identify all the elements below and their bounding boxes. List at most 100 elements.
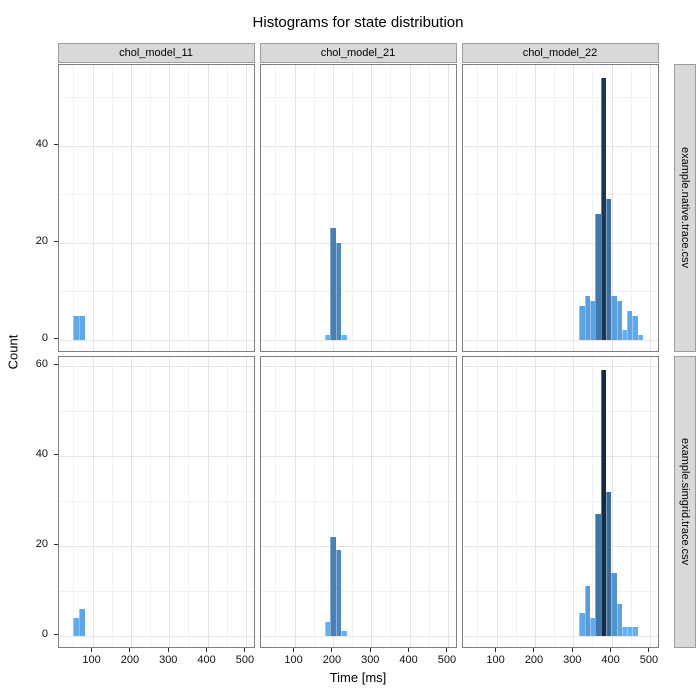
gridline-x-minor — [477, 357, 479, 647]
x-axis-tick — [369, 648, 371, 652]
y-axis-tick — [53, 454, 58, 456]
gridline-y-minor — [462, 194, 658, 196]
x-axis-tick-label: 100 — [82, 654, 101, 666]
x-axis-tick — [331, 648, 333, 652]
histogram-bar — [627, 310, 633, 340]
gridline-y-major — [260, 242, 456, 244]
histogram-bar — [590, 301, 596, 340]
gridline-x-minor — [188, 65, 190, 351]
histogram-bar — [78, 315, 85, 340]
histogram-bar — [637, 335, 644, 340]
histogram-bar — [590, 617, 596, 636]
row-facet-strip: example.simgrid.trace.csv — [674, 356, 696, 648]
gridline-x-minor — [226, 65, 228, 351]
gridline-y-minor — [260, 500, 456, 502]
gridline-x-major — [611, 65, 613, 351]
x-axis-tick-label: 400 — [399, 654, 418, 666]
gridline-x-major — [130, 357, 132, 647]
gridline-y-major — [260, 339, 456, 341]
gridline-x-minor — [477, 65, 479, 351]
gridline-x-minor — [188, 357, 190, 647]
col-facet-label: chol_model_22 — [522, 47, 598, 59]
gridline-x-major — [332, 65, 334, 351]
x-axis-tick-label: 500 — [437, 654, 457, 666]
y-axis-tick — [53, 634, 58, 636]
x-axis-tick-label: 300 — [563, 654, 582, 666]
histogram-bar — [584, 586, 590, 636]
histogram-bar — [595, 514, 601, 636]
x-axis-tick-label: 200 — [322, 654, 342, 666]
x-axis-tick — [244, 648, 246, 652]
y-axis-tick-label: 40 — [35, 138, 48, 151]
y-axis-tick — [53, 338, 58, 340]
x-axis-tick-label: 200 — [524, 654, 544, 666]
gridline-x-minor — [515, 65, 517, 351]
y-axis-tick — [53, 144, 58, 146]
histogram-bar — [335, 242, 342, 340]
gridline-y-minor — [58, 291, 254, 293]
gridline-x-major — [92, 65, 94, 351]
y-axis-tick-label: 0 — [41, 628, 48, 641]
gridline-x-major — [294, 357, 296, 647]
gridline-y-major — [462, 455, 658, 457]
gridline-x-minor — [592, 65, 594, 351]
x-axis-tick-label: 400 — [601, 654, 620, 666]
gridline-x-minor — [313, 65, 315, 351]
x-axis-tick-label: 400 — [197, 654, 216, 666]
x-axis-tick-label: 300 — [361, 654, 380, 666]
gridline-y-major — [58, 365, 254, 367]
histogram-bar — [605, 199, 612, 340]
gridline-y-major — [260, 545, 456, 547]
gridline-x-major — [649, 65, 651, 351]
gridline-y-minor — [462, 590, 658, 592]
x-axis-tick — [408, 648, 410, 652]
gridline-y-major — [462, 339, 658, 341]
gridline-y-minor — [462, 291, 658, 293]
histogram-bar — [621, 626, 628, 636]
x-axis-tick-label: 100 — [284, 654, 303, 666]
histogram-bar — [616, 604, 622, 636]
row-facet-label: example.simgrid.trace.csv — [679, 438, 691, 566]
gridline-y-major — [58, 339, 254, 341]
gridline-x-minor — [554, 65, 556, 351]
gridline-y-major — [462, 365, 658, 367]
gridline-y-minor — [260, 194, 456, 196]
gridline-y-major — [260, 635, 456, 637]
gridline-x-minor — [111, 357, 113, 647]
histogram-bar — [579, 305, 585, 340]
gridline-x-minor — [275, 65, 277, 351]
col-facet-label: chol_model_11 — [119, 47, 193, 59]
y-axis-tick-label: 40 — [35, 448, 48, 461]
gridline-y-minor — [260, 410, 456, 412]
x-axis-tick-label: 100 — [486, 654, 505, 666]
gridline-y-minor — [260, 97, 456, 99]
gridline-x-minor — [428, 357, 430, 647]
histogram-bar — [335, 550, 342, 636]
gridline-x-minor — [150, 65, 152, 351]
gridline-x-minor — [428, 65, 430, 351]
histogram-bar — [341, 631, 348, 636]
col-facet-strip: chol_model_11 — [57, 43, 255, 63]
y-axis-tick-label: 20 — [35, 235, 48, 248]
gridline-y-minor — [58, 97, 254, 99]
y-axis-tick-label: 60 — [35, 358, 48, 371]
histogram-bar — [600, 78, 606, 340]
x-axis-tick — [648, 648, 650, 652]
gridline-x-minor — [630, 357, 632, 647]
gridline-x-major — [130, 65, 132, 351]
gridline-x-minor — [352, 65, 354, 351]
histogram-bar — [330, 536, 336, 636]
gridline-x-major — [169, 357, 171, 647]
histogram-bar — [611, 296, 617, 340]
col-facet-label: chol_model_21 — [320, 47, 396, 59]
row-facet-strip: example.native.trace.csv — [674, 64, 696, 352]
gridline-x-minor — [390, 65, 392, 351]
gridline-y-minor — [462, 97, 658, 99]
gridline-x-minor — [352, 357, 354, 647]
x-axis-tick — [533, 648, 535, 652]
gridline-x-major — [447, 65, 449, 351]
col-facet-strip: chol_model_22 — [461, 43, 659, 63]
x-axis-tick-label: 200 — [120, 654, 140, 666]
gridline-x-minor — [275, 357, 277, 647]
